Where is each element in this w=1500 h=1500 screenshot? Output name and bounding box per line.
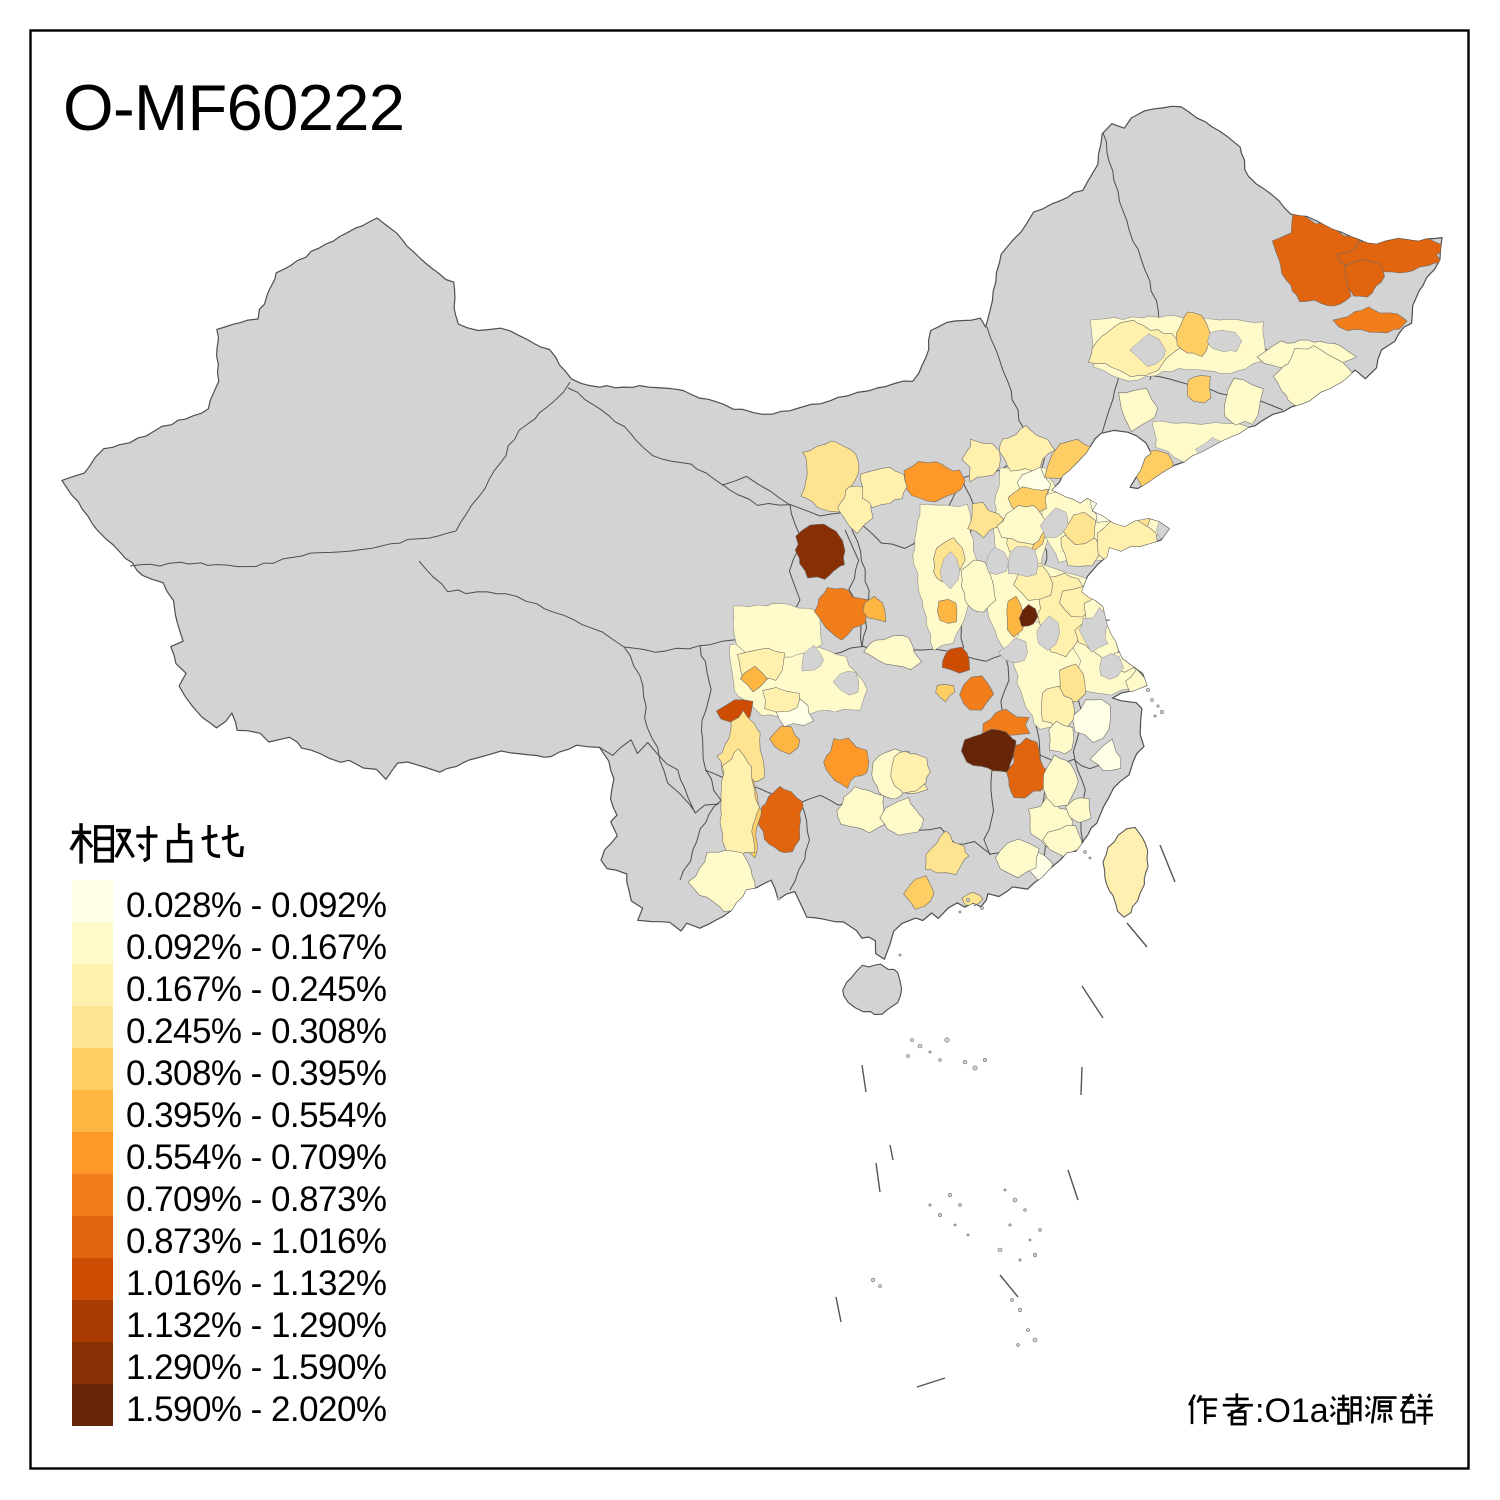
svg-text:0.873% - 1.016%: 0.873% - 1.016% bbox=[126, 1222, 387, 1261]
svg-text:0.395% - 0.554%: 0.395% - 0.554% bbox=[126, 1096, 387, 1135]
svg-text:0.092% - 0.167%: 0.092% - 0.167% bbox=[126, 928, 387, 967]
svg-text:1.016% - 1.132%: 1.016% - 1.132% bbox=[126, 1264, 387, 1303]
svg-text:1.132% - 1.290%: 1.132% - 1.290% bbox=[126, 1306, 387, 1345]
svg-text:0.308% - 0.395%: 0.308% - 0.395% bbox=[126, 1054, 387, 1093]
svg-text:0.709% - 0.873%: 0.709% - 0.873% bbox=[126, 1180, 387, 1219]
svg-text:1.290% - 1.590%: 1.290% - 1.590% bbox=[126, 1348, 387, 1387]
svg-text:O-MF60222: O-MF60222 bbox=[63, 71, 405, 144]
svg-text:0.028% - 0.092%: 0.028% - 0.092% bbox=[126, 886, 387, 925]
svg-text:0.245% - 0.308%: 0.245% - 0.308% bbox=[126, 1012, 387, 1051]
svg-text::O1a: :O1a bbox=[1255, 1392, 1329, 1430]
svg-text:1.590% - 2.020%: 1.590% - 2.020% bbox=[126, 1390, 387, 1429]
svg-text:0.554% - 0.709%: 0.554% - 0.709% bbox=[126, 1138, 387, 1177]
svg-text:0.167% - 0.245%: 0.167% - 0.245% bbox=[126, 970, 387, 1009]
